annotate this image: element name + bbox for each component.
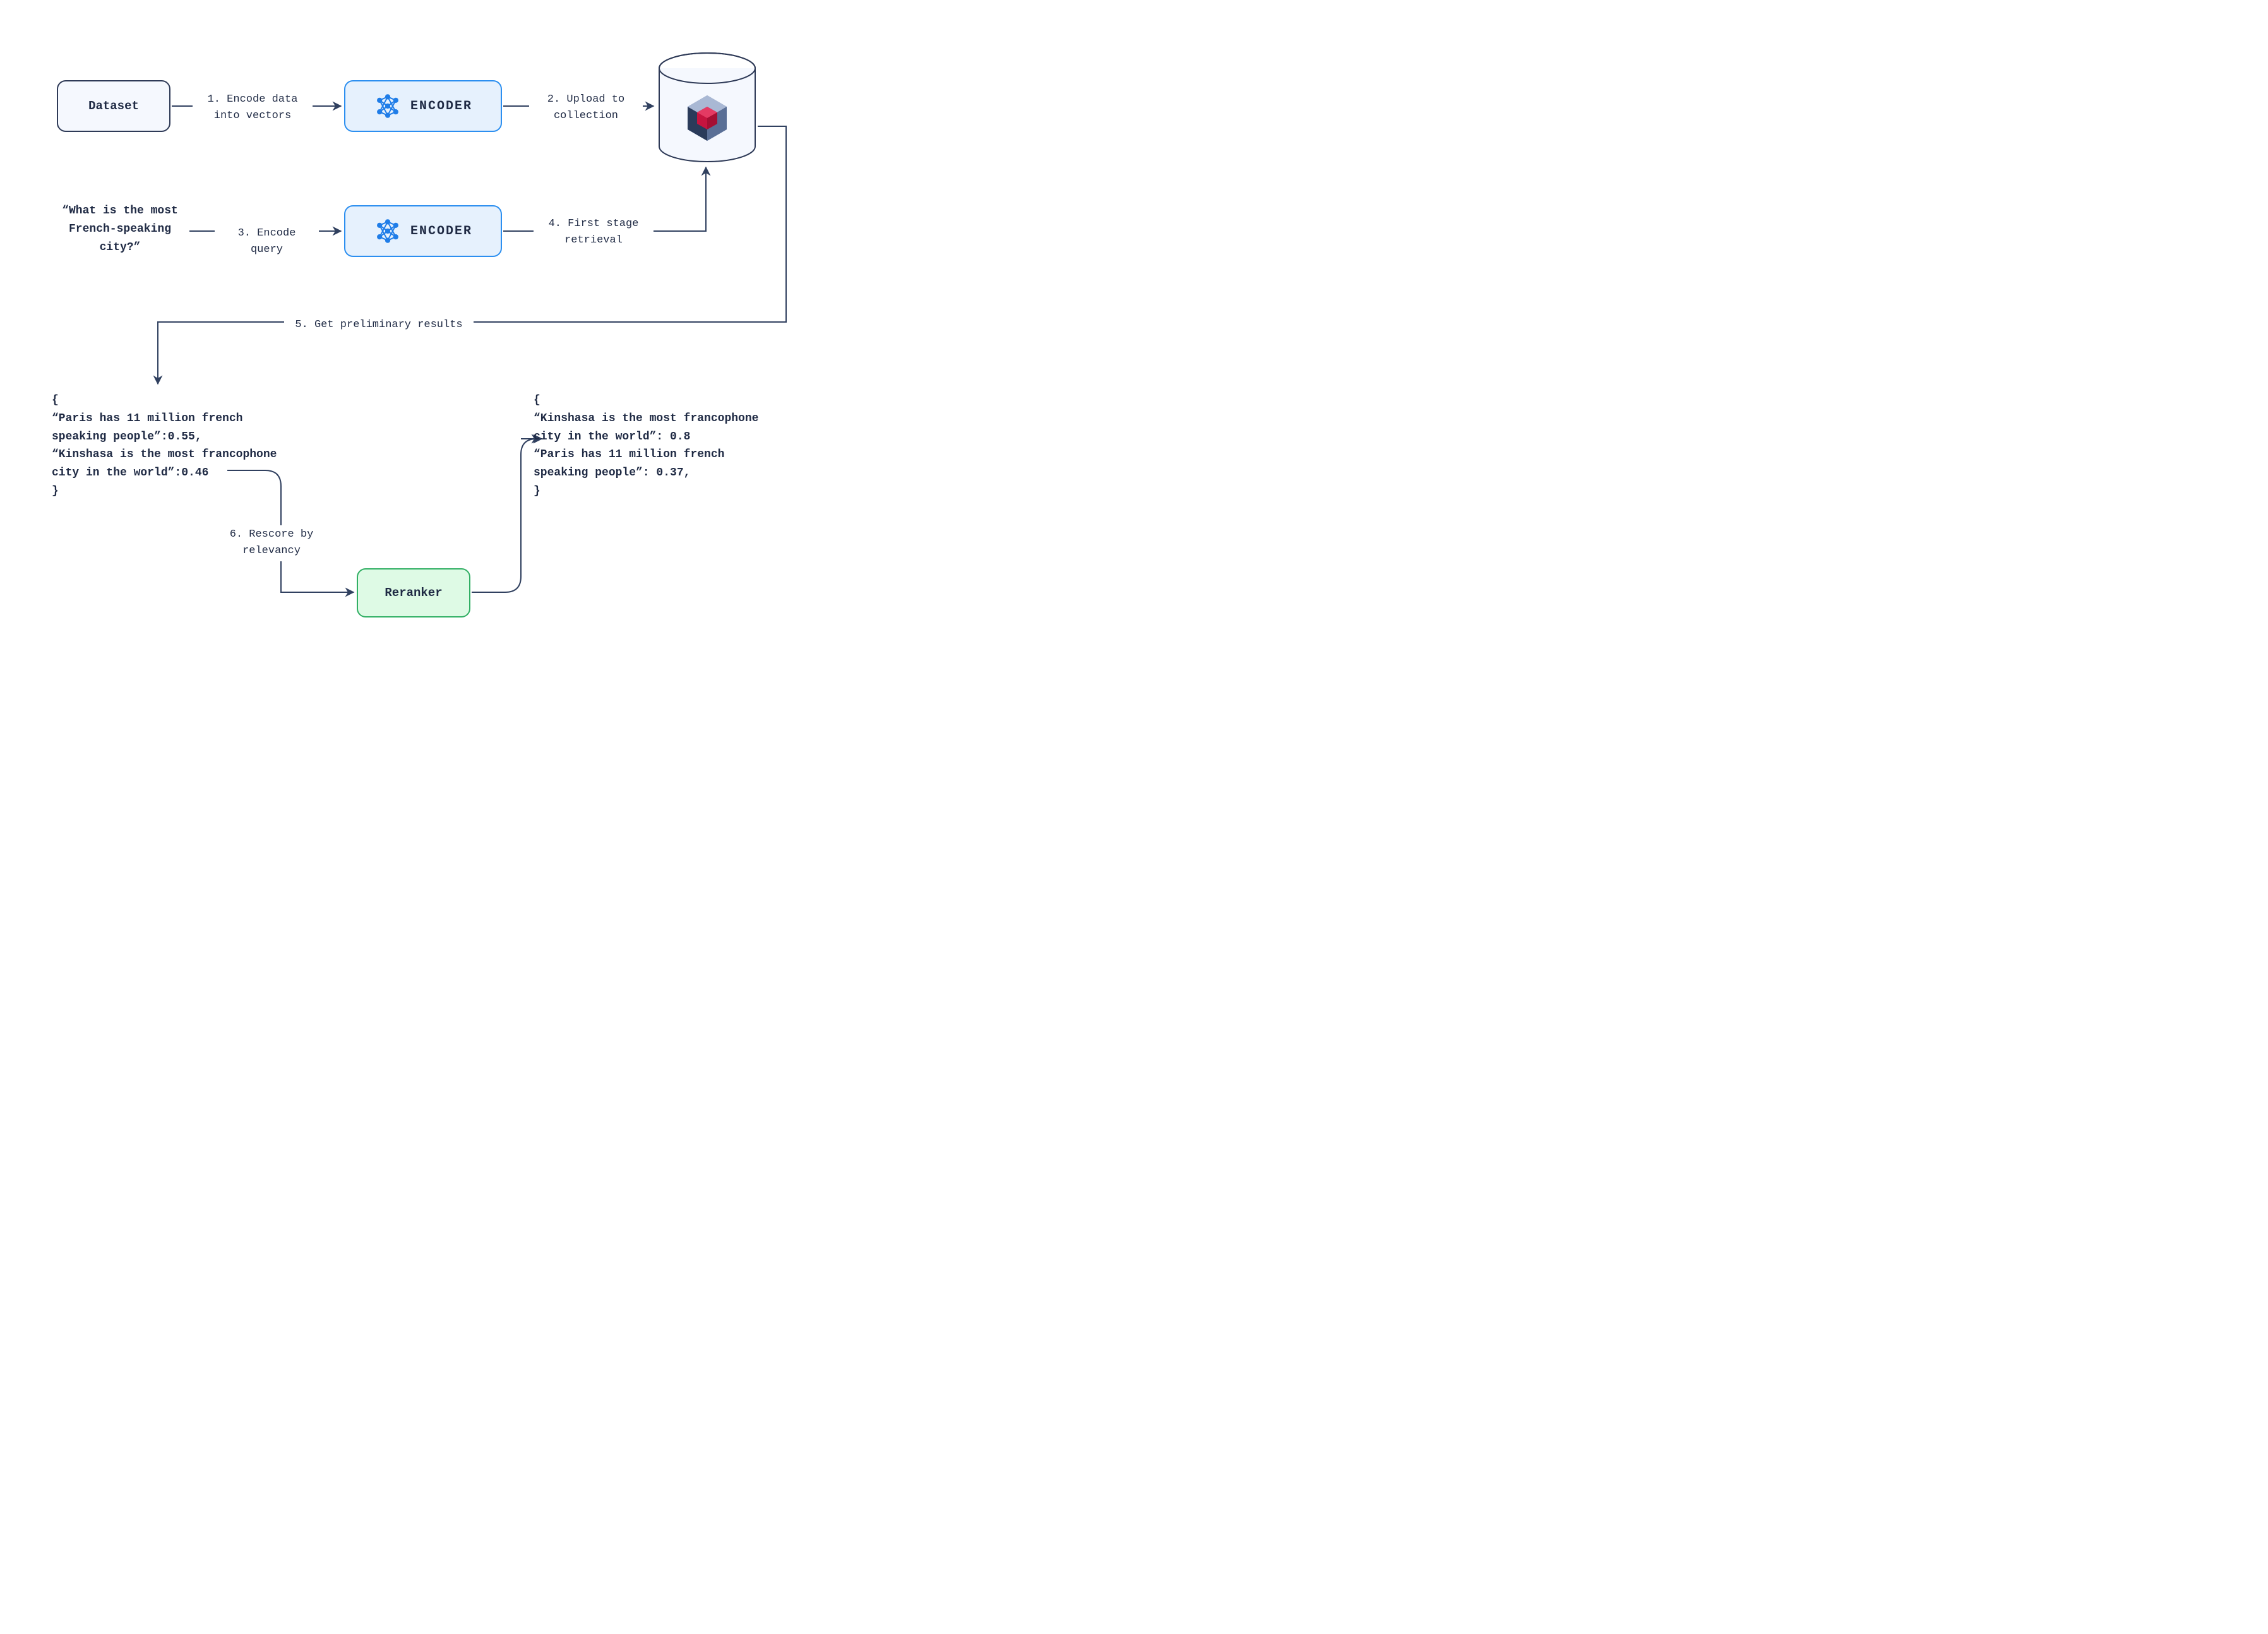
edge-label-6: 6. Rescore by relevancy <box>212 525 331 561</box>
node-encoder-2: ENCODER <box>344 205 502 257</box>
edge-label-4: 4. First stage retrieval <box>534 215 654 251</box>
node-reranker: Reranker <box>357 568 470 617</box>
preliminary-results: { “Paris has 11 million french speaking … <box>52 391 285 501</box>
node-database <box>657 52 758 162</box>
edge-label-1: 1. Encode data into vectors <box>193 90 313 126</box>
encoder2-label: ENCODER <box>410 224 472 239</box>
reranked-results: { “Kinshasa is the most francophone city… <box>534 391 773 501</box>
dataset-label: Dataset <box>88 99 139 113</box>
reranker-label: Reranker <box>385 586 442 600</box>
edge-label-2: 2. Upload to collection <box>529 90 643 126</box>
edge-label-3: 3. Encode query <box>215 224 319 260</box>
network-icon <box>374 217 402 245</box>
query-text: “What is the most French-speaking city?” <box>47 202 193 256</box>
cylinder-icon <box>657 52 758 162</box>
node-dataset: Dataset <box>57 80 170 132</box>
encoder1-label: ENCODER <box>410 99 472 114</box>
node-encoder-1: ENCODER <box>344 80 502 132</box>
edge-label-5: 5. Get preliminary results <box>284 316 474 335</box>
network-icon <box>374 92 402 120</box>
diagram-canvas: Dataset ENCODER <box>0 0 972 701</box>
